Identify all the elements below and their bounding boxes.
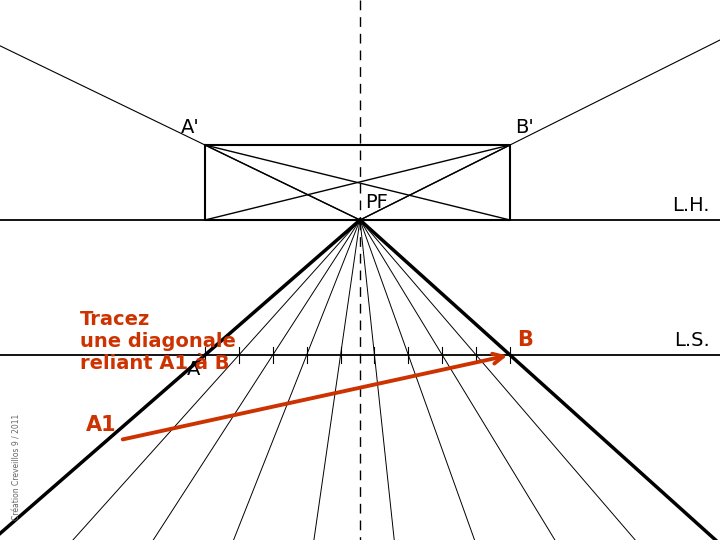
Text: A1: A1 bbox=[86, 415, 117, 435]
Text: B': B' bbox=[515, 118, 534, 137]
Text: L.S.: L.S. bbox=[674, 331, 710, 350]
Text: L.H.: L.H. bbox=[672, 196, 710, 215]
Text: A: A bbox=[186, 360, 200, 379]
Text: Tracez
une diagonale
reliant A1 à B: Tracez une diagonale reliant A1 à B bbox=[80, 310, 236, 373]
Text: B: B bbox=[517, 330, 533, 350]
Text: PF: PF bbox=[365, 193, 388, 212]
Text: A': A' bbox=[181, 118, 200, 137]
Text: Création Creveillos 9 / 2011: Création Creveillos 9 / 2011 bbox=[12, 414, 21, 520]
